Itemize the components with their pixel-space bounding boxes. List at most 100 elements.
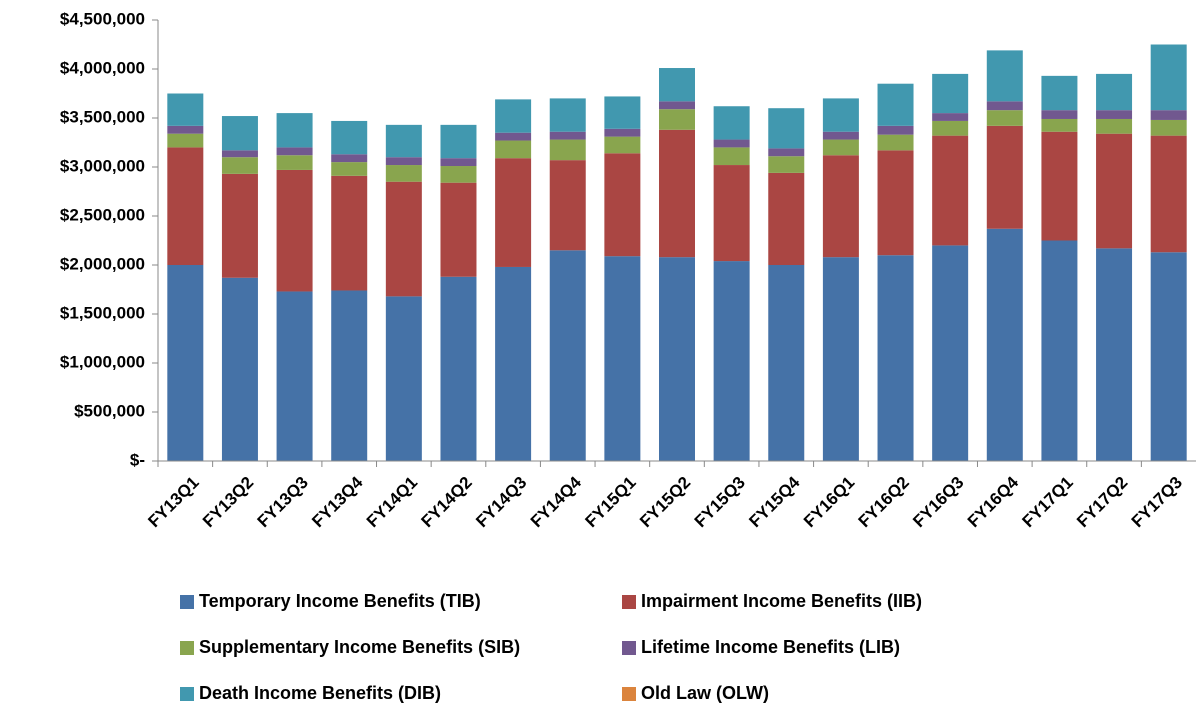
bar-segment: [1041, 110, 1078, 119]
x-tick-label: FY16Q2: [855, 473, 913, 531]
bar-segment: [221, 157, 258, 174]
x-tick-label: FY16Q1: [800, 473, 858, 531]
bar-segment: [495, 266, 532, 461]
bar-segment: [659, 257, 695, 461]
bar-segment: [385, 296, 422, 461]
bar-segment: [331, 175, 368, 291]
bar-segment: [331, 154, 368, 163]
y-tick-label: $3,500,000: [60, 107, 145, 126]
bar-segment: [221, 150, 258, 158]
bar-segment: [877, 134, 914, 151]
bar-segment: [986, 228, 1023, 461]
bar-segment: [1096, 73, 1133, 111]
bar-segment: [1041, 118, 1078, 132]
bar-segment: [549, 98, 586, 132]
bar-segment: [986, 101, 1023, 111]
legend-swatch: [180, 687, 194, 701]
bar-segment: [385, 181, 422, 297]
x-tick-label: FY17Q3: [1128, 473, 1186, 531]
bar-segment: [768, 265, 805, 461]
legend-label: Lifetime Income Benefits (LIB): [641, 637, 900, 657]
bar-segment: [440, 276, 477, 461]
bar-segment: [276, 169, 313, 292]
bar-segment: [167, 125, 204, 134]
x-tick-label: FY15Q4: [745, 472, 804, 531]
bar-segment: [1150, 135, 1187, 253]
legend-swatch: [180, 641, 194, 655]
bar-segment: [221, 116, 258, 151]
bar-segment: [713, 147, 750, 166]
x-tick-label: FY17Q2: [1073, 473, 1131, 531]
bar-segment: [822, 155, 859, 258]
legend-label: Temporary Income Benefits (TIB): [199, 591, 481, 611]
bar-segment: [822, 131, 859, 140]
x-tick-label: FY15Q2: [636, 473, 694, 531]
bar-segment: [713, 261, 750, 461]
bar-segment: [549, 250, 586, 461]
bar-segment: [877, 125, 914, 135]
bar-segment: [877, 83, 914, 126]
bar-segment: [1041, 75, 1078, 111]
y-tick-label: $1,000,000: [60, 352, 145, 371]
bar-segment: [167, 265, 204, 461]
x-tick-label: FY13Q1: [144, 473, 202, 531]
x-tick-label: FY14Q1: [363, 473, 421, 531]
legend-label: Old Law (OLW): [641, 683, 769, 703]
bar-segment: [1150, 252, 1187, 461]
x-tick-label: FY14Q2: [418, 473, 476, 531]
y-tick-label: $-: [130, 450, 145, 469]
bar-segment: [495, 140, 532, 159]
bar-segment: [713, 139, 750, 148]
bar-segment: [495, 132, 532, 141]
bar-segment: [1096, 118, 1133, 134]
x-tick-label: FY17Q1: [1019, 473, 1077, 531]
legend-label: Supplementary Income Benefits (SIB): [199, 637, 520, 657]
bar-segment: [877, 150, 914, 256]
bar-segment: [986, 110, 1023, 126]
bar-segment: [440, 182, 477, 277]
bar-segment: [495, 99, 532, 133]
bar-segment: [604, 96, 641, 129]
bar-segment: [713, 106, 750, 140]
bar-segment: [932, 73, 969, 114]
bar-segment: [604, 256, 641, 461]
bar-segment: [440, 158, 477, 167]
x-tick-label: FY16Q4: [964, 472, 1023, 531]
y-tick-label: $3,000,000: [60, 156, 145, 175]
bar-segment: [768, 156, 805, 173]
bar-segment: [768, 108, 805, 149]
bar-segment: [1041, 240, 1078, 461]
y-tick-label: $2,500,000: [60, 205, 145, 224]
bar-segment: [604, 128, 641, 137]
x-tick-label: FY14Q4: [527, 472, 586, 531]
bar-segment: [659, 109, 695, 130]
bar-segment: [822, 139, 859, 156]
bar-segment: [276, 147, 313, 156]
bar-segment: [385, 124, 422, 158]
y-tick-label: $1,500,000: [60, 303, 145, 322]
bar-segment: [331, 290, 368, 461]
bar-segment: [932, 135, 969, 246]
bar-segment: [932, 245, 969, 461]
y-tick-label: $4,500,000: [60, 9, 145, 28]
bar-segment: [1096, 110, 1133, 119]
bar-segment: [986, 50, 1023, 102]
y-tick-label: $4,000,000: [60, 58, 145, 77]
bar-segment: [1150, 119, 1187, 136]
bar-segment: [385, 165, 422, 182]
bar-segment: [659, 101, 695, 110]
bar-segment: [167, 93, 204, 126]
bar-segment: [221, 277, 258, 461]
x-tick-label: FY15Q1: [581, 473, 639, 531]
bar-segment: [877, 255, 914, 461]
bar-segment: [604, 153, 641, 257]
bar-segment: [822, 98, 859, 132]
y-tick-label: $2,000,000: [60, 254, 145, 273]
legend-swatch: [622, 641, 636, 655]
bar-segment: [276, 113, 313, 148]
x-tick-label: FY14Q3: [472, 473, 530, 531]
bar-segment: [276, 291, 313, 461]
x-tick-label: FY13Q2: [199, 473, 257, 531]
